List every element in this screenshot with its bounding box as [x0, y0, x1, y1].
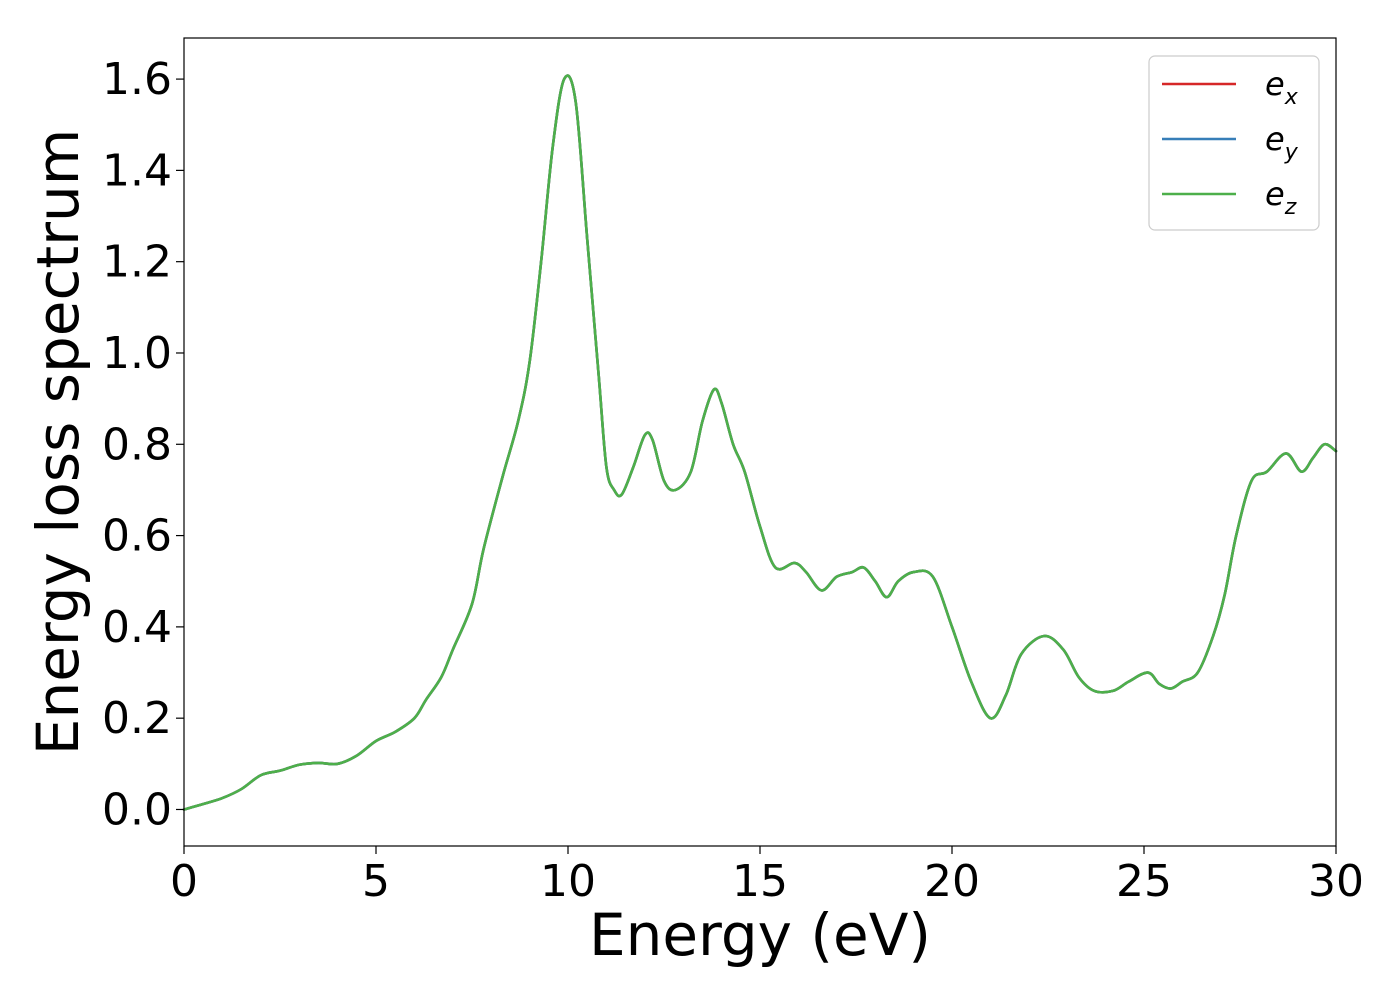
x-axis-label: Energy (eV): [589, 901, 931, 969]
series-layer: [182, 74, 1338, 811]
x-tick-label: 25: [1116, 856, 1172, 907]
y-axis: 0.0 0.2 0.4 0.6 0.8 1.0 1.2 1.4 1.6: [102, 54, 184, 835]
y-tick-label: 0.2: [102, 693, 172, 744]
legend-label-sub: y: [1284, 140, 1299, 165]
x-tick-label: 10: [540, 856, 596, 907]
y-tick-label: 0.8: [102, 419, 172, 470]
y-tick-label: 0.4: [102, 602, 172, 653]
y-axis-label: Energy loss spectrum: [24, 129, 92, 755]
legend-label-base: e: [1265, 65, 1285, 103]
legend-label-base: e: [1265, 175, 1285, 213]
legend-label-base: e: [1265, 120, 1285, 158]
x-axis: 0 5 10 15 20 25 30: [170, 846, 1364, 907]
y-tick-label: 0.6: [102, 511, 172, 562]
legend-label-sub: x: [1284, 85, 1299, 110]
x-tick-label: 5: [362, 856, 390, 907]
x-tick-label: 30: [1308, 856, 1364, 907]
y-tick-label: 0.0: [102, 784, 172, 835]
series-line-e-z: [182, 74, 1338, 811]
legend-label-e-y: ey: [1265, 120, 1299, 165]
legend-label-e-z: ez: [1265, 175, 1297, 220]
x-tick-label: 20: [924, 856, 980, 907]
y-tick-label: 1.0: [102, 328, 172, 379]
y-tick-label: 1.6: [102, 54, 172, 105]
legend-box: [1148, 55, 1320, 231]
y-tick-label: 1.4: [102, 145, 172, 196]
x-tick-label: 0: [170, 856, 198, 907]
legend-label-sub: z: [1284, 195, 1297, 220]
legend-label-e-x: ex: [1265, 65, 1299, 110]
x-tick-label: 15: [732, 856, 788, 907]
y-tick-label: 1.2: [102, 237, 172, 288]
